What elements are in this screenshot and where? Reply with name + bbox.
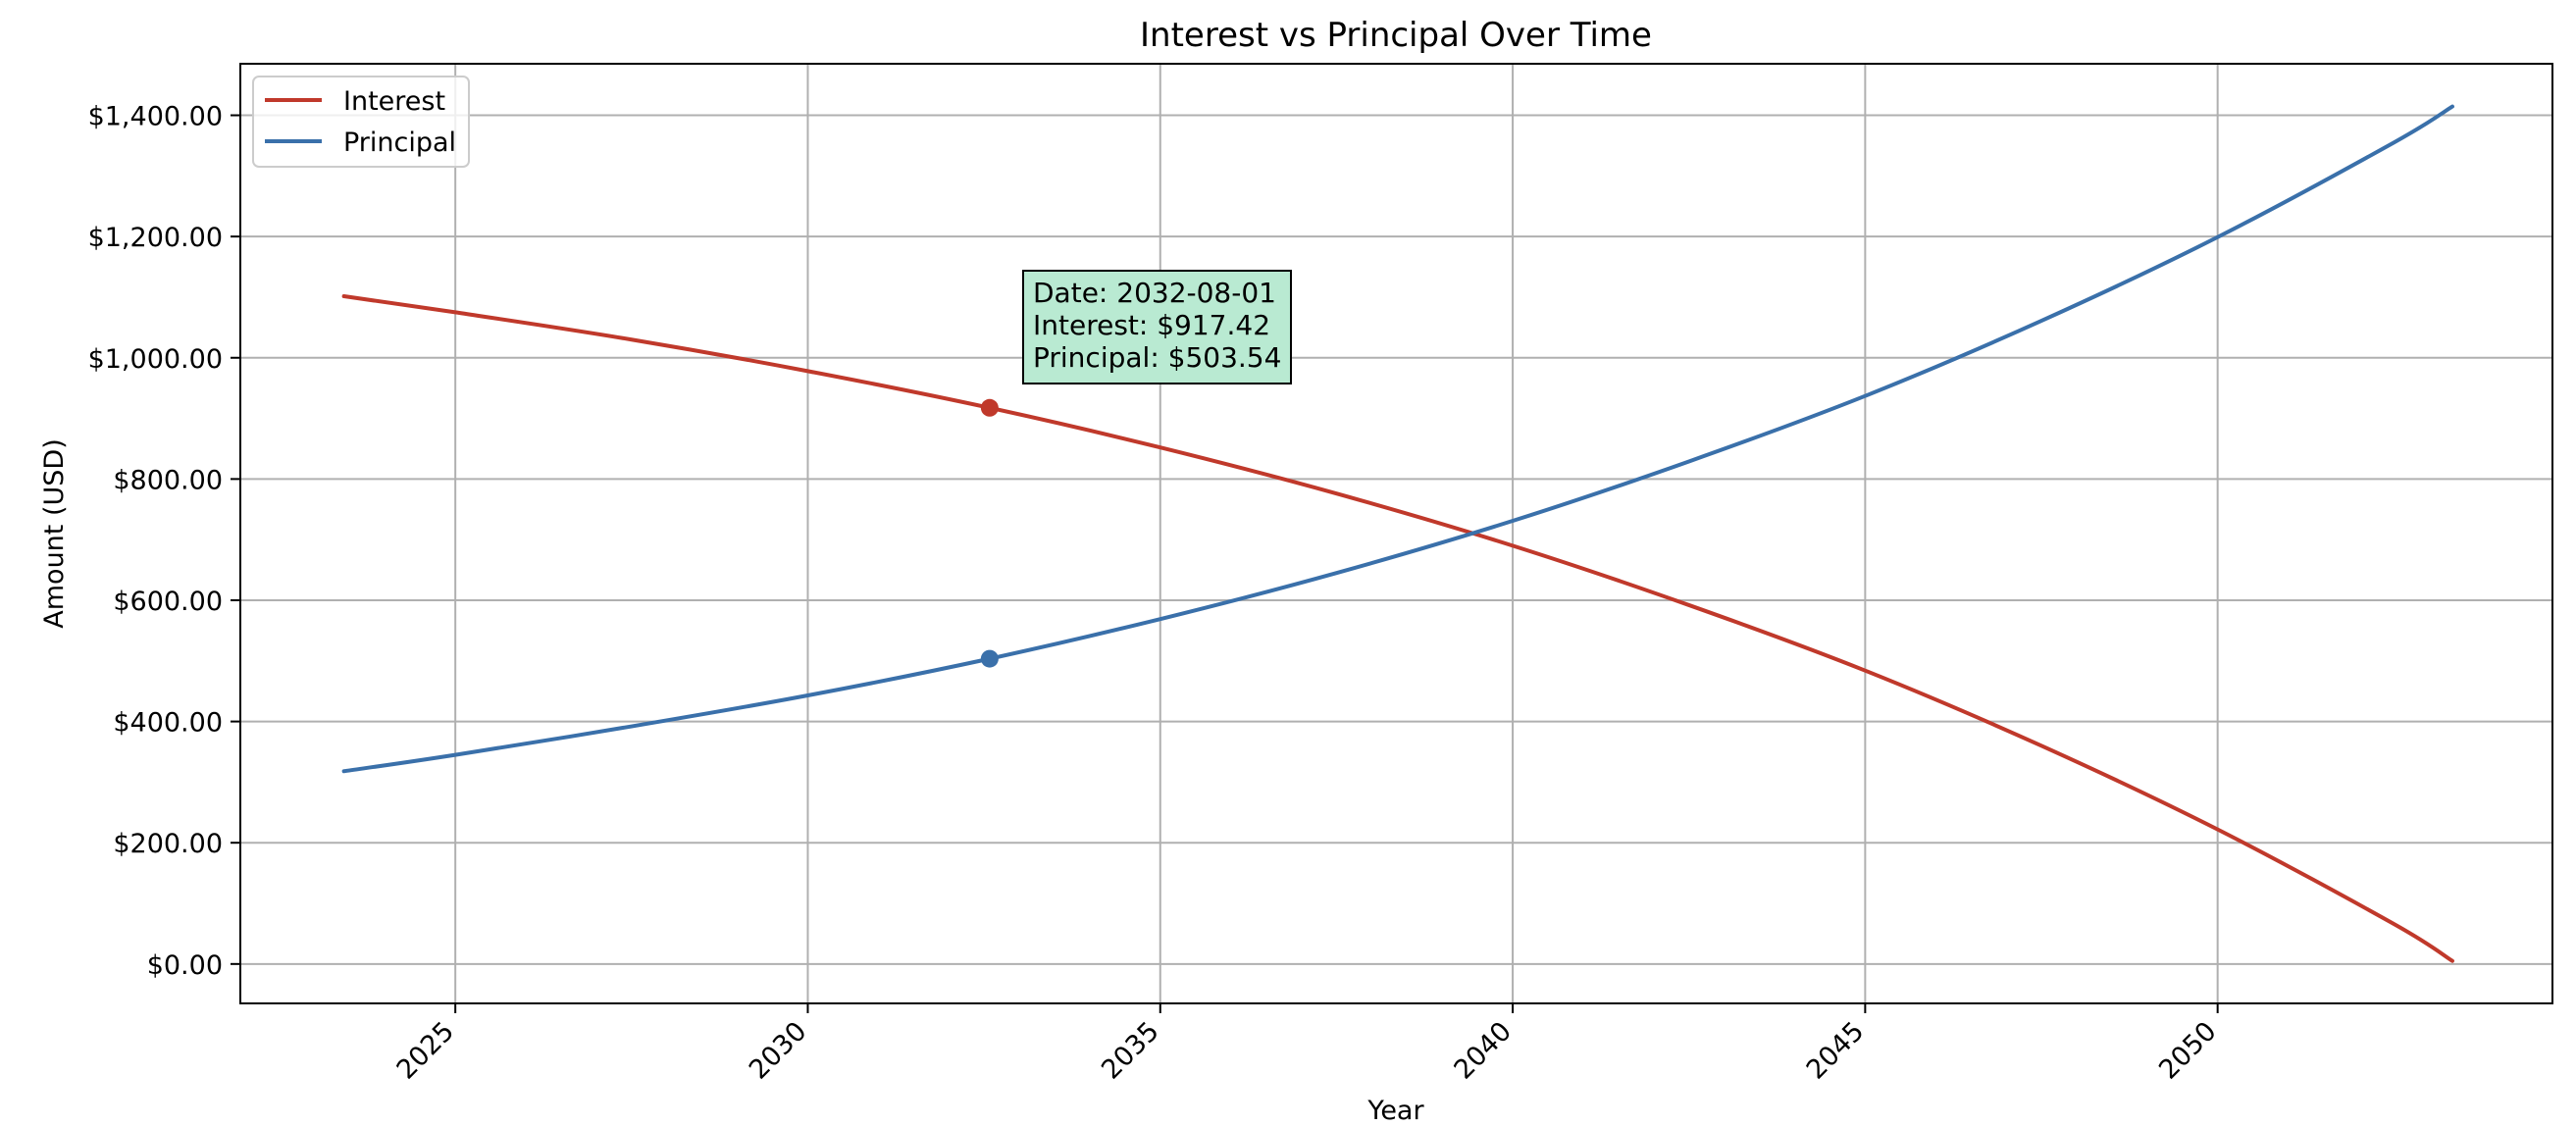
series-line-interest bbox=[341, 294, 2454, 963]
series-line-principal bbox=[341, 104, 2454, 774]
x-axis-title: Year bbox=[1366, 1096, 1424, 1126]
y-tick-label: $800.00 bbox=[113, 465, 223, 495]
highlight-point-interest bbox=[980, 398, 999, 417]
grid bbox=[240, 64, 2552, 1003]
annotation-interest: Interest: $917.42 bbox=[1033, 309, 1270, 341]
legend-label-principal: Principal bbox=[343, 128, 456, 158]
annotation-principal: Principal: $503.54 bbox=[1033, 341, 1281, 374]
y-tick-label: $200.00 bbox=[113, 829, 223, 859]
series-layer bbox=[341, 104, 2454, 963]
legend-label-interest: Interest bbox=[343, 86, 445, 117]
annotation-date: Date: 2032-08-01 bbox=[1033, 277, 1276, 309]
y-tick-label: $400.00 bbox=[113, 708, 223, 739]
legend: Interest Principal bbox=[252, 76, 470, 168]
chart-title: Interest vs Principal Over Time bbox=[1140, 16, 1652, 55]
y-axis-title: Amount (USD) bbox=[39, 438, 70, 628]
y-tick-label: $1,200.00 bbox=[88, 223, 223, 253]
plot-area-frame bbox=[239, 63, 2553, 1004]
y-tick-label: $0.00 bbox=[147, 950, 223, 981]
annotation: Date: 2032-08-01 Interest: $917.42 Princ… bbox=[1022, 270, 1292, 384]
highlight-point-principal bbox=[980, 649, 999, 668]
y-tick-label: $600.00 bbox=[113, 587, 223, 617]
annotation-box bbox=[1022, 270, 1292, 384]
y-axis: $0.00 $200.00 $400.00 $600.00 $800.00 $1,000.… bbox=[88, 102, 240, 981]
y-tick-label: $1,000.00 bbox=[88, 344, 223, 375]
y-tick-label: $1,400.00 bbox=[88, 102, 223, 132]
